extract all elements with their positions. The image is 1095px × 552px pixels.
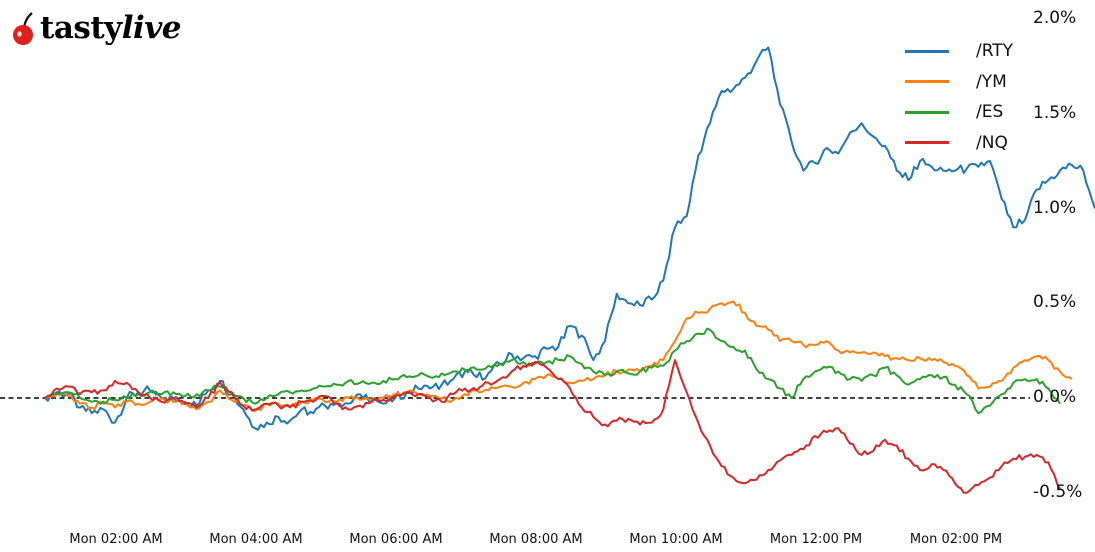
legend-swatch bbox=[905, 49, 949, 53]
brand-name: tastylive bbox=[40, 9, 182, 46]
x-tick-label: Mon 02:00 AM bbox=[69, 532, 163, 547]
legend-item-nq: /NQ bbox=[905, 128, 1013, 159]
legend-swatch bbox=[905, 141, 949, 145]
y-tick-label: 0.0% bbox=[1033, 387, 1077, 407]
x-tick-label: Mon 06:00 AM bbox=[349, 532, 443, 547]
series-line-nq bbox=[44, 359, 1061, 494]
chart-legend: /RTY/YM/ES/NQ bbox=[905, 36, 1013, 158]
legend-label: /RTY bbox=[976, 41, 1014, 62]
y-tick-label: 1.0% bbox=[1033, 197, 1077, 218]
cherry-icon bbox=[13, 12, 33, 45]
y-tick-label: -0.5% bbox=[1033, 481, 1083, 502]
legend-item-es: /ES bbox=[905, 97, 1013, 128]
legend-label: /ES bbox=[976, 102, 1004, 123]
legend-swatch bbox=[905, 80, 949, 84]
legend-swatch bbox=[905, 110, 949, 114]
y-tick-label: 1.5% bbox=[1033, 102, 1077, 123]
y-tick-label: 0.5% bbox=[1033, 292, 1077, 313]
y-tick-label: 2.0% bbox=[1033, 8, 1077, 28]
legend-item-rty: /RTY bbox=[905, 36, 1013, 67]
x-tick-label: Mon 12:00 PM bbox=[769, 532, 863, 547]
tastylive-logo: tastylive bbox=[10, 6, 182, 50]
legend-item-ym: /YM bbox=[905, 67, 1013, 98]
legend-label: /NQ bbox=[976, 132, 1008, 153]
series-line-rty bbox=[44, 46, 1095, 431]
series-lines bbox=[44, 46, 1095, 494]
brand-name-part2: live bbox=[121, 9, 182, 46]
legend-label: /YM bbox=[976, 71, 1007, 92]
x-tick-label: Mon 10:00 AM bbox=[629, 532, 723, 547]
x-tick-label: Mon 08:00 AM bbox=[489, 532, 583, 547]
brand-name-part1: tasty bbox=[40, 9, 122, 46]
x-tick-label: Mon 02:00 PM bbox=[909, 532, 1003, 547]
series-line-es bbox=[44, 327, 1061, 415]
x-tick-label: Mon 04:00 AM bbox=[209, 532, 303, 547]
